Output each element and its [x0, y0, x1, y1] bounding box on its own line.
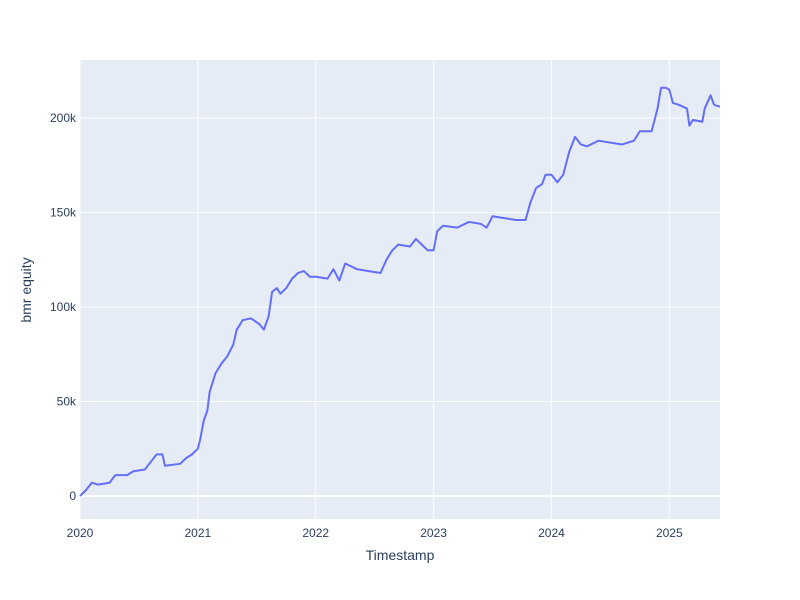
x-tick-label: 2025 [656, 526, 683, 540]
x-axis-title: Timestamp [366, 547, 435, 563]
x-tick-label: 2022 [302, 526, 329, 540]
y-tick-label: 50k [57, 394, 77, 408]
y-axis-title: bmr equity [18, 257, 34, 322]
line-series [79, 86, 721, 497]
x-tick-label: 2020 [67, 526, 94, 540]
y-tick-label: 150k [50, 205, 77, 219]
x-tick-label: 2023 [420, 526, 447, 540]
y-tick-label: 100k [50, 300, 77, 314]
x-tick-label: 2021 [185, 526, 212, 540]
y-tick-label: 200k [50, 111, 77, 125]
x-tick-label: 2024 [538, 526, 565, 540]
plot-area [80, 60, 720, 519]
y-tick-label: 0 [69, 489, 76, 503]
